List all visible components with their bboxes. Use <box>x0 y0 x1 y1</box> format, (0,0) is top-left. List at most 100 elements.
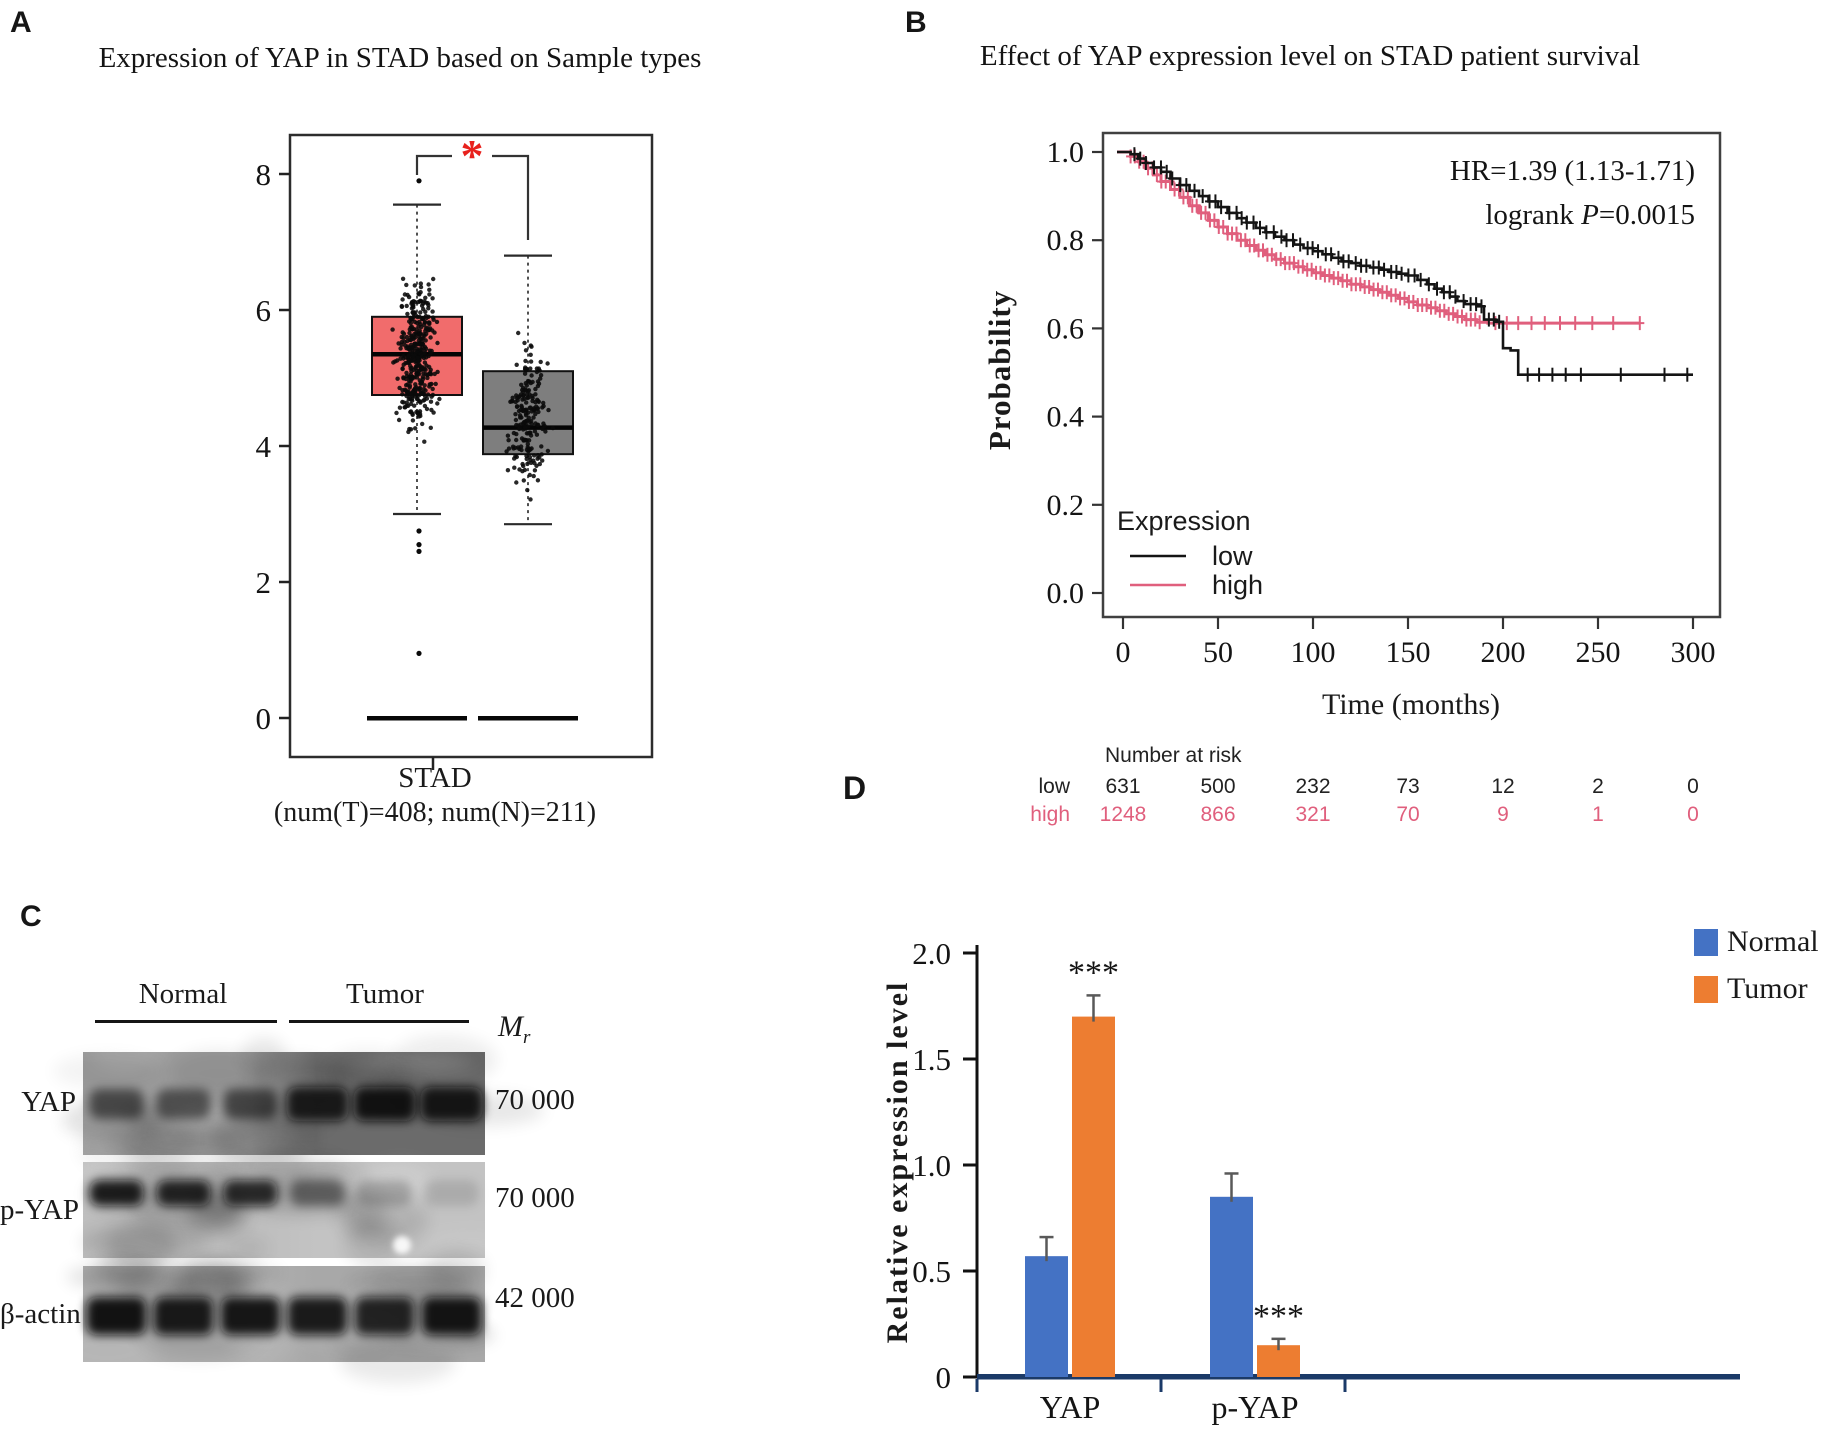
bar-p-yap-normal <box>1210 1196 1253 1377</box>
panel-b-letter: B <box>905 6 927 39</box>
svg-text:0.2: 0.2 <box>1047 489 1085 522</box>
tumor-group-underline <box>289 1020 469 1023</box>
panel-a-title: Expression of YAP in STAD based on Sampl… <box>98 42 702 74</box>
blot-band <box>290 1180 345 1206</box>
legend-item-tumor: Tumor <box>1694 972 1808 1006</box>
risk-row-label-low: low <box>1038 775 1070 798</box>
significance-star: * <box>461 130 484 181</box>
legend-label-normal: Normal <box>1727 925 1819 958</box>
risk-value: 631 <box>1105 775 1141 798</box>
bar-yap-normal <box>1025 1256 1068 1377</box>
panel-b-y-axis-label: Probability <box>982 289 1017 451</box>
panel-d-y-axis-label: Relative expression level <box>881 980 914 1344</box>
svg-text:50: 50 <box>1203 636 1233 669</box>
svg-text:2: 2 <box>256 565 272 600</box>
svg-text:4: 4 <box>256 429 272 464</box>
risk-value: 1248 <box>1099 803 1147 826</box>
blot-band <box>421 1297 482 1335</box>
blot-row-label-yap: YAP <box>21 1086 76 1118</box>
svg-text:2.0: 2.0 <box>912 936 951 971</box>
svg-text:200: 200 <box>1481 636 1526 669</box>
mw-value-yap: 70 000 <box>495 1084 575 1116</box>
panel-c-letter: C <box>20 900 42 933</box>
risk-value: 0 <box>1687 803 1699 826</box>
risk-row-label-high: high <box>1030 803 1070 826</box>
western-blot-strips <box>38 1035 545 1384</box>
normal-group-underline <box>95 1020 277 1023</box>
risk-value: 232 <box>1295 775 1331 798</box>
p-italic: P <box>1581 198 1599 231</box>
blot-band <box>286 1087 349 1121</box>
blot-band <box>287 1297 348 1335</box>
blot-band <box>223 1180 278 1206</box>
risk-value: 9 <box>1497 803 1509 826</box>
svg-text:0.0: 0.0 <box>1047 577 1085 610</box>
hr-value: HR=1.39 (1.13-1.71) <box>1449 155 1695 187</box>
svg-text:300: 300 <box>1671 636 1716 669</box>
bar-yap-tumor <box>1072 1016 1115 1377</box>
risk-table-header: Number at risk <box>1105 744 1242 767</box>
blot-band <box>86 1297 147 1335</box>
svg-text:0.8: 0.8 <box>1047 224 1085 257</box>
panel-d-letter: D <box>843 770 867 806</box>
km-legend-low: low <box>1212 541 1253 571</box>
blot-row-label-bactin: β-actin <box>0 1298 81 1330</box>
svg-text:100: 100 <box>1291 636 1336 669</box>
risk-value: 321 <box>1295 803 1331 826</box>
mw-value-bactin: 42 000 <box>495 1282 575 1314</box>
significance-stars: *** <box>1253 1298 1304 1335</box>
panel-a-letter: A <box>10 6 32 39</box>
blot-band <box>156 1089 211 1119</box>
svg-text:0: 0 <box>936 1360 952 1395</box>
svg-text:0.4: 0.4 <box>1047 401 1085 434</box>
bar-category-label: YAP <box>1040 1389 1100 1425</box>
blot-band <box>220 1297 281 1335</box>
bar-category-label: p-YAP <box>1211 1389 1298 1425</box>
blot-band <box>424 1180 479 1206</box>
risk-value: 70 <box>1396 803 1420 826</box>
bar-chart: 0 0.5 1.0 1.5 2.0 YAP p-YAP *** *** <box>912 936 1740 1425</box>
blot-band <box>153 1297 214 1335</box>
risk-value: 2 <box>1592 775 1604 798</box>
svg-text:8: 8 <box>256 157 272 192</box>
blot-band <box>357 1180 412 1206</box>
svg-text:1.0: 1.0 <box>912 1148 951 1183</box>
risk-value: 73 <box>1396 775 1420 798</box>
blot-band <box>89 1180 144 1206</box>
blot-group-header-tumor: Tumor <box>346 978 424 1010</box>
boxplot-chart: 0 2 4 6 8 * <box>256 130 654 770</box>
svg-text:0.6: 0.6 <box>1047 312 1085 345</box>
panel-a-x-category: STAD <box>398 762 472 794</box>
km-legend-high: high <box>1212 570 1263 600</box>
blot-band <box>156 1180 211 1206</box>
svg-text:250: 250 <box>1576 636 1621 669</box>
significance-stars: *** <box>1068 954 1119 991</box>
blot-row-label-pyap: p-YAP <box>0 1194 79 1226</box>
panel-a-sample-counts: (num(T)=408; num(N)=211) <box>273 797 597 828</box>
svg-text:1.0: 1.0 <box>1047 136 1085 169</box>
svg-text:1.5: 1.5 <box>912 1042 951 1077</box>
tumor-color-swatch <box>1694 975 1718 1003</box>
risk-value: 866 <box>1200 803 1236 826</box>
blot-band <box>354 1297 415 1335</box>
mw-value-pyap: 70 000 <box>495 1182 575 1214</box>
km-survival-chart: 1.0 0.8 0.6 0.4 0.2 0.0 0 50 100 150 200 250 300 Expr… <box>1047 131 1722 669</box>
svg-text:0: 0 <box>1116 636 1131 669</box>
blot-band <box>353 1087 416 1121</box>
blot-band <box>223 1089 278 1119</box>
legend-item-normal: Normal <box>1694 925 1819 959</box>
risk-value: 12 <box>1491 775 1515 798</box>
panel-b-annotation: HR=1.39 (1.13-1.71) logrank P=0.0015 <box>1295 150 1695 237</box>
molecular-weight-header: Mr <box>498 1010 531 1048</box>
risk-value: 0 <box>1687 775 1699 798</box>
blot-band <box>420 1087 483 1121</box>
panel-b-x-axis-label: Time (months) <box>1321 688 1501 721</box>
blot-band <box>89 1089 144 1119</box>
logrank-value: logrank P=0.0015 <box>1485 198 1695 231</box>
legend-label-tumor: Tumor <box>1727 972 1808 1005</box>
risk-value: 1 <box>1592 803 1604 826</box>
panel-b-title: Effect of YAP expression level on STAD p… <box>979 40 1641 72</box>
km-legend-title: Expression <box>1117 506 1251 536</box>
